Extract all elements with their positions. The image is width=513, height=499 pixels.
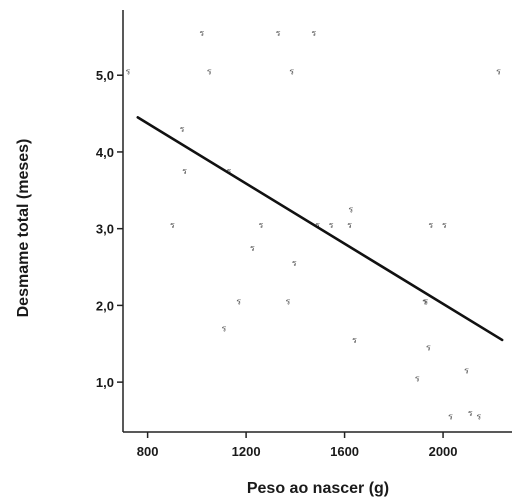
x-tick-label: 2000 [429,444,458,459]
data-point: ร [170,221,175,231]
trendline [136,116,504,342]
data-point: ร [352,336,357,346]
data-point: ร [250,244,255,254]
data-point: ร [276,29,281,39]
axes [122,10,512,433]
data-point: ร [292,259,297,269]
data-point: ร [311,29,316,39]
x-tick-label: 800 [137,444,159,459]
data-point: ร [428,221,433,231]
data-point: ร [476,413,481,423]
data-point: ร [286,298,291,308]
y-tick-label: 5,0 [96,68,114,83]
data-point: ร [180,125,185,135]
data-point: ร [415,374,420,384]
y-tick-label: 1,0 [96,375,114,390]
data-point: ร [289,67,294,77]
data-point: ร [126,67,131,77]
data-point: ร [423,298,428,308]
data-point: ร [329,221,334,231]
data-point: ร [496,67,501,77]
data-point: ร [199,29,204,39]
x-axis-title: Peso ao nascer (g) [247,480,389,497]
y-axis-title: Desmame total (meses) [15,139,32,318]
data-point: ร [348,205,353,215]
y-tick-label: 2,0 [96,298,114,313]
y-axis-ticks: 1,0 2,0 3,0 4,0 5,0 [96,68,123,390]
data-point: ร [222,324,227,334]
data-point: ร [347,221,352,231]
y-tick-label: 4,0 [96,145,114,160]
data-point: ร [182,167,187,177]
data-point: ร [207,67,212,77]
data-point: ร [442,221,447,231]
x-axis-ticks: 800 1200 1600 2000 [137,432,458,459]
trendline-group [136,116,504,342]
y-tick-label: 3,0 [96,222,114,237]
data-point: ร [468,409,473,419]
data-point: ร [258,221,263,231]
x-tick-label: 1200 [232,444,261,459]
x-tick-label: 1600 [330,444,359,459]
data-point: ร [448,413,453,423]
data-point: ร [236,298,241,308]
data-point: ร [422,298,427,308]
data-point: ร [426,344,431,354]
data-point: ร [464,367,469,377]
